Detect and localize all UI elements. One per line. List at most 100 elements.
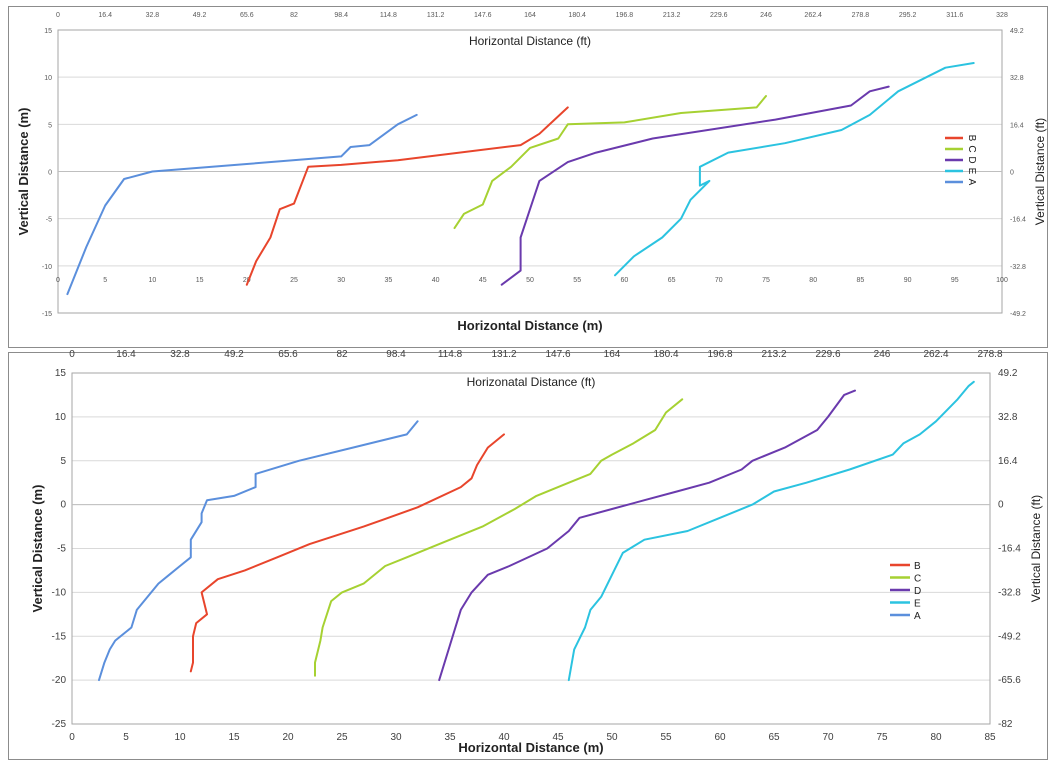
x-tick-label: 55: [573, 277, 581, 284]
y-tick-label-ft: 16.4: [998, 456, 1018, 467]
y-tick-label-ft: -65.6: [998, 675, 1021, 686]
x-tick-label: 60: [714, 732, 726, 743]
y-axis-title-ft: Vertical Distance (ft): [1029, 495, 1043, 602]
y-axis-title-m: Vertical Distance (m): [30, 485, 45, 613]
legend-label-a: A: [966, 179, 977, 186]
y-tick-label-ft: 16.4: [1010, 122, 1024, 129]
x-tick-label: 5: [123, 732, 129, 743]
x-tick-label-ft: 229.6: [815, 349, 840, 360]
x-tick-label-ft: 147.6: [474, 12, 492, 19]
y-tick-label-ft: 0: [998, 500, 1004, 511]
y-tick-label: 5: [60, 456, 66, 467]
x-tick-label: 40: [432, 277, 440, 284]
x-tick-label: 95: [951, 277, 959, 284]
y-tick-label-ft: -32.8: [1010, 264, 1026, 271]
x-tick-label-ft: 196.8: [616, 12, 634, 19]
y-tick-label: -20: [52, 675, 67, 686]
x-tick-label-ft: 65.6: [240, 12, 254, 19]
x-axis-title-ft: Horizontal Distance (ft): [469, 34, 591, 48]
x-tick-label: 60: [621, 277, 629, 284]
x-tick-label: 75: [876, 732, 888, 743]
x-axis-title-m: Horizontal Distance (m): [457, 318, 602, 333]
x-tick-label: 10: [149, 277, 157, 284]
series-line-b: [245, 106, 569, 286]
x-tick-label: 65: [768, 732, 780, 743]
x-tick-label-ft: 114.8: [438, 349, 463, 360]
chart-top: 15 49.2 10 32.8 5 16.4 0 0 -5 -16.4 -10 -32.8 -15 -49…: [16, 12, 1047, 333]
y-tick-label-ft: 49.2: [1010, 28, 1024, 35]
y-tick-label-ft: -16.4: [998, 544, 1021, 555]
x-tick-label-ft: 164: [524, 12, 536, 19]
legend-label-c: C: [914, 574, 921, 585]
y-tick-label: -5: [46, 217, 52, 224]
x-tick-label-ft: 16.4: [98, 12, 112, 19]
x-tick-label-ft: 98.4: [334, 12, 348, 19]
x-tick-label: 0: [69, 732, 75, 743]
x-tick-label: 45: [479, 277, 487, 284]
x-tick-label-ft: 311.6: [946, 12, 963, 19]
x-tick-label-ft: 82: [336, 349, 348, 360]
x-tick-label: 50: [606, 732, 618, 743]
x-tick-label: 45: [552, 732, 564, 743]
chart-panel-bottom: [8, 352, 1048, 760]
x-tick-label-ft: 328: [996, 12, 1008, 19]
y-tick-label: 10: [55, 412, 67, 423]
y-tick-label: 15: [55, 368, 67, 379]
x-tick-label: 25: [290, 277, 298, 284]
y-axis-title-ft: Vertical Distance (ft): [1033, 118, 1047, 225]
x-tick-label-ft: 180.4: [568, 12, 586, 19]
x-tick-label-ft: 262.4: [804, 12, 822, 19]
y-tick-label: 10: [44, 75, 52, 82]
x-tick-label: 75: [762, 277, 770, 284]
series-line-a: [66, 113, 418, 296]
x-tick-label: 85: [984, 732, 996, 743]
x-tick-label-ft: 16.4: [116, 349, 136, 360]
series-line-b: [189, 433, 505, 673]
x-tick-label-ft: 114.8: [380, 12, 397, 19]
y-tick-label: -25: [52, 719, 67, 730]
x-tick-label: 100: [996, 277, 1008, 284]
x-tick-label: 70: [822, 732, 834, 743]
y-tick-label-ft: 32.8: [998, 412, 1018, 423]
y-tick-label: -10: [42, 264, 52, 271]
y-tick-label: -15: [52, 631, 67, 642]
x-tick-label-ft: 246: [760, 12, 772, 19]
legend-label-d: D: [966, 156, 977, 163]
x-tick-label: 5: [103, 277, 107, 284]
x-tick-label: 35: [385, 277, 393, 284]
x-tick-label: 20: [243, 277, 251, 284]
x-tick-label-ft: 164: [604, 349, 621, 360]
y-tick-label-ft: -32.8: [998, 587, 1021, 598]
x-tick-label: 85: [857, 277, 865, 284]
x-tick-label: 0: [56, 277, 60, 284]
x-tick-label: 90: [904, 277, 912, 284]
x-tick-label-ft: 49.2: [224, 349, 244, 360]
legend-label-b: B: [966, 135, 977, 142]
x-tick-label: 50: [526, 277, 534, 284]
x-tick-label-ft: 32.8: [146, 12, 160, 19]
x-tick-label-ft: 278.8: [852, 12, 870, 19]
x-tick-label-ft: 131.2: [427, 12, 445, 19]
x-tick-label-ft: 213.2: [663, 12, 681, 19]
x-tick-label-ft: 278.8: [977, 349, 1002, 360]
y-tick-label: -15: [42, 311, 52, 318]
y-tick-label-ft: 0: [1010, 170, 1014, 177]
chart-panel-top: [8, 6, 1048, 348]
x-tick-label-ft: 229.6: [710, 12, 728, 19]
x-tick-label-ft: 131.2: [491, 349, 516, 360]
x-tick-label-ft: 82: [290, 12, 298, 19]
x-tick-label: 70: [715, 277, 723, 284]
x-tick-label-ft: 262.4: [923, 349, 948, 360]
x-tick-label: 65: [668, 277, 676, 284]
legend-label-b: B: [914, 561, 921, 572]
x-tick-label-ft: 246: [874, 349, 891, 360]
x-axis-title-m: Horizontal Distance (m): [458, 740, 603, 755]
x-tick-label-ft: 32.8: [170, 349, 190, 360]
x-tick-label: 30: [390, 732, 402, 743]
x-tick-label: 20: [282, 732, 294, 743]
x-tick-label: 10: [174, 732, 186, 743]
y-tick-label-ft: -49.2: [998, 631, 1021, 642]
series-line-c: [314, 398, 684, 677]
x-tick-label: 80: [809, 277, 817, 284]
